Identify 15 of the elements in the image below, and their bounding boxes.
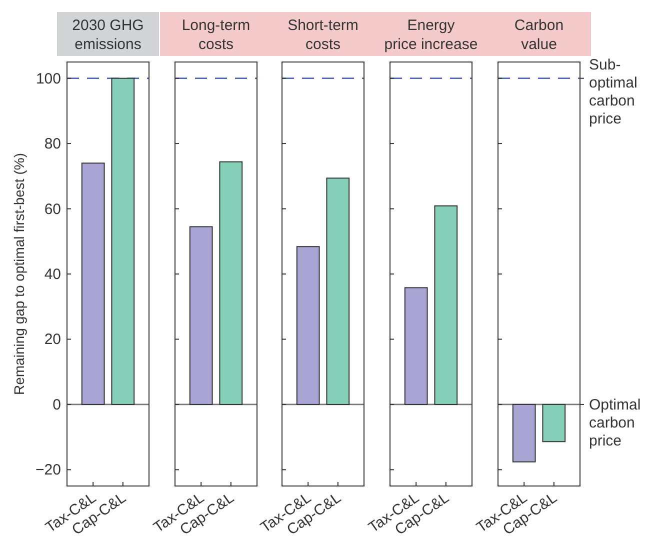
ref-line-label: Sub-optimal carbon price (589, 56, 638, 128)
y-tick-label: 80 (44, 136, 61, 153)
y-axis-title: Remaining gap to optimal first-best (%) (11, 153, 27, 395)
y-tick-label: 100 (36, 70, 61, 88)
chart-title: Short-term costs (288, 17, 358, 53)
chart-title: Energy price increase (384, 17, 478, 53)
y-tick-label: 0 (52, 396, 61, 414)
ref-line-label: Optimal carbon price (589, 396, 641, 450)
y-tick-label: 20 (44, 331, 61, 348)
chart-title: 2030 GHG emissions (72, 17, 144, 53)
chart-title: Long-term costs (182, 17, 250, 53)
y-tick-label: 40 (44, 266, 61, 283)
y-tick-label: 60 (44, 200, 61, 218)
chart-title: Carbon value (514, 17, 564, 53)
y-tick-label: −20 (36, 462, 61, 479)
